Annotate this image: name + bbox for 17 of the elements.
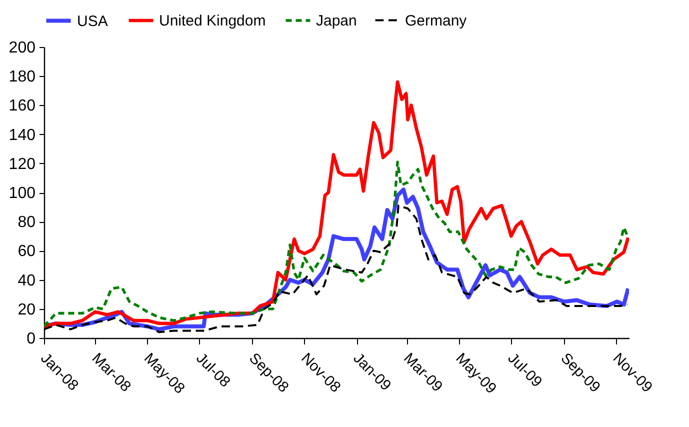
y-tick-label: 0 [26,330,36,348]
y-tick-label: 100 [8,185,36,202]
line-series [44,80,629,328]
y-tick-label: 140 [8,126,36,144]
legend-label: United Kingdom [159,12,266,30]
y-tick-label: 120 [8,156,36,173]
y-tick-label: 60 [18,243,36,260]
legend-label: Japan [316,12,357,30]
y-tick-label: 80 [18,214,36,232]
legend-label: USA [77,12,108,30]
y-tick-label: 20 [18,301,36,318]
y-tick-label: 160 [8,98,36,115]
y-tick-label: 180 [8,68,36,86]
y-tick-label: 40 [18,272,36,290]
y-tick-label: 200 [8,40,36,56]
line-series [44,160,629,328]
legend-label: Germany [405,12,468,30]
